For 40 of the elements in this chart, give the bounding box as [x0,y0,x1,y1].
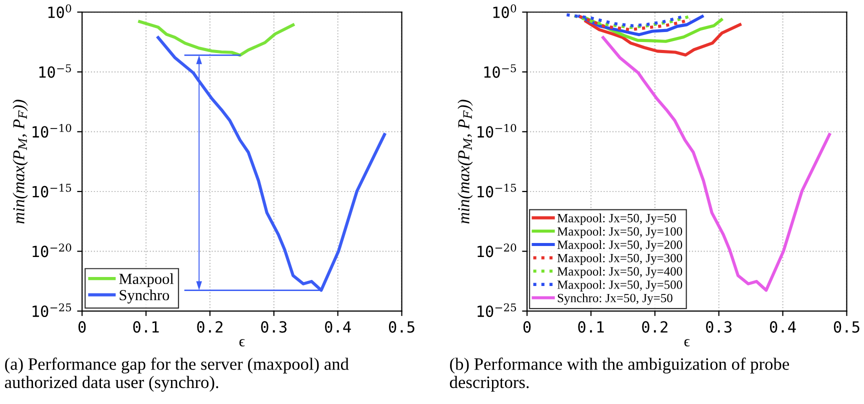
x-tick-label: 0 [523,321,531,333]
x-tick-label: 0.2 [642,321,668,333]
y-tick-label: 10$^{−10}$ [478,124,516,138]
y-tick-label: 10$^{0}$ [493,4,516,18]
legend-label: Maxpool: Jx=50, Jy=500 [557,280,682,292]
y-tick-label: 10$^{−25}$ [32,303,72,318]
x-tick-label: 0.3 [261,321,287,333]
y-axis-title: min(max(P$_{M}$, P$_{F}$)) [12,100,28,224]
x-tick-label: 0.4 [325,321,351,333]
x-axis-title: ϵ [239,339,245,346]
x-axis-title: ϵ [684,339,690,346]
y-tick-label: 10$^{−10}$ [32,124,72,138]
y-tick-label: 10$^{−25}$ [478,303,516,318]
legend-label: Maxpool: Jx=50, Jy=100 [557,226,682,238]
x-tick-label: 0.4 [770,321,796,333]
y-axis-title: min(max(P$_{M}$, P$_{F}$)) [458,100,473,224]
legend-label: Maxpool: Jx=50, Jy=400 [557,266,682,278]
x-tick-label: 0.3 [706,321,732,333]
legend-label: Maxpool: Jx=50, Jy=50 [557,214,676,225]
legend-label: Maxpool: Jx=50, Jy=200 [557,240,682,252]
text: (a) Performance gap for the server (maxpool) and authorized data user (synchro). [4,358,349,392]
y-tick-label: 10$^{−20}$ [478,244,516,258]
line-series [138,20,295,57]
y-tick-label: 10$^{0}$ [48,4,72,18]
legend-label: Synchro: Jx=50, Jy=50 [558,293,672,305]
x-tick-label: 0 [78,321,86,333]
x-tick-label: 0.2 [197,321,222,333]
y-tick-label: 10$^{−5}$ [484,64,516,78]
legend-label: Maxpool: Jx=50, Jy=300 [557,253,682,265]
x-tick-label: 0.5 [834,321,860,333]
x-tick-label: 0.1 [578,321,604,333]
y-tick-label: 10$^{−5}$ [39,64,71,78]
legend-label: Synchro [120,290,170,304]
y-tick-label: 10$^{−15}$ [478,184,516,198]
legend-label: Maxpool [119,273,174,288]
x-tick-label: 0.5 [388,321,414,333]
y-tick-label: 10$^{−20}$ [32,244,72,258]
y-tick-label: 10$^{−15}$ [32,184,72,198]
x-tick-label: 0.1 [133,321,159,333]
text: (b) Performance with the ambiguization of probe descriptors. [450,358,790,392]
